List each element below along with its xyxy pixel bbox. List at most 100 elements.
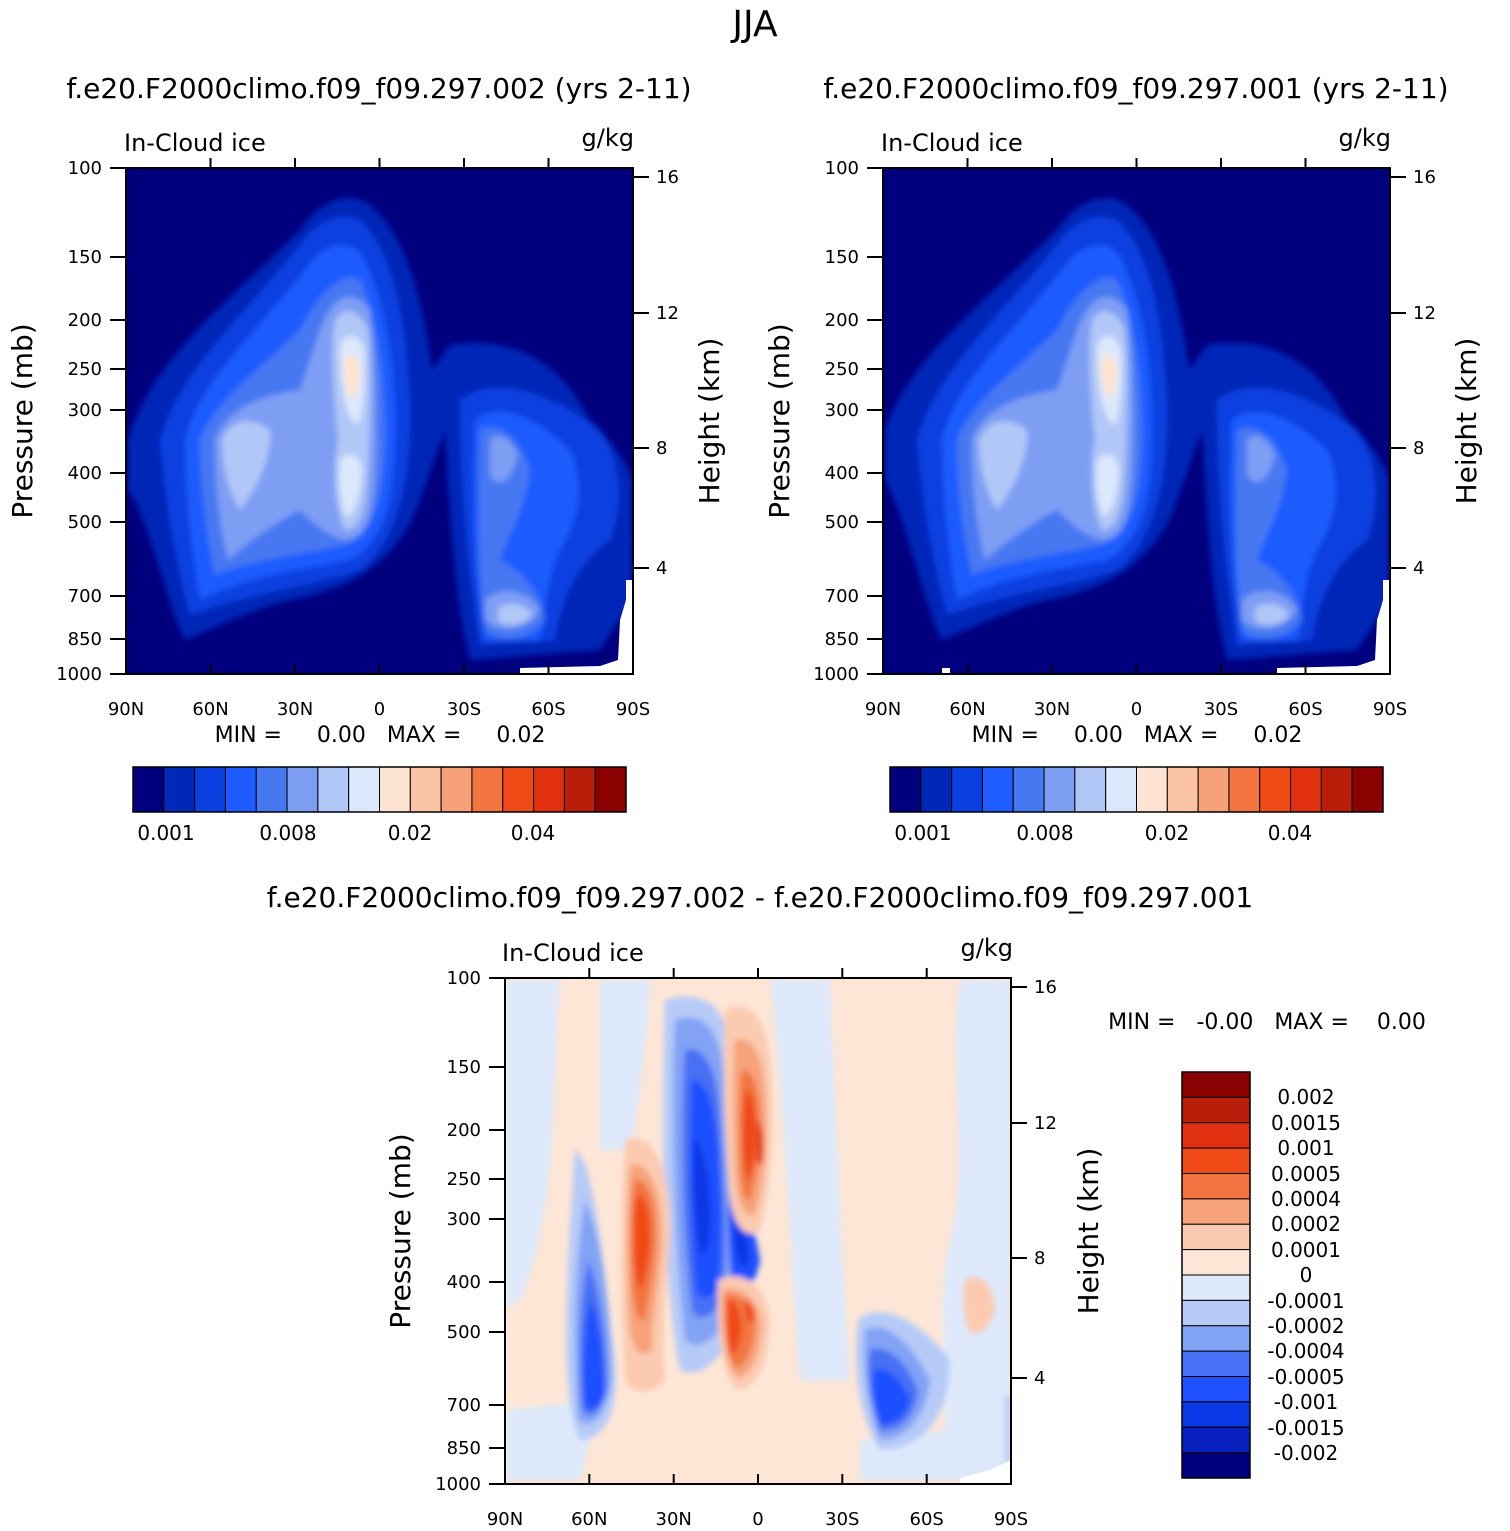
y-ticks: [489, 977, 505, 1485]
x-ticks: [125, 158, 634, 674]
y-tick-label: 250: [447, 1169, 481, 1190]
y-tick-label: 500: [68, 512, 102, 533]
contour-0.01: [343, 354, 360, 398]
y-ticks: [110, 167, 126, 675]
x-tick-labels: 90N 60N 30N 0 30S 60S 90S: [487, 1509, 1028, 1530]
contour-field: [883, 168, 1390, 674]
y-tick-label: 150: [447, 1057, 481, 1078]
contour-pos-1: [621, 1006, 995, 1392]
x-tick-label: 60N: [949, 699, 985, 720]
colorbar-label: 0.0015: [1271, 1111, 1341, 1135]
colorbar-swatch: [1351, 766, 1384, 813]
y-tick-label: 100: [68, 158, 102, 179]
panel-title: f.e20.F2000climo.f09_f09.297.002 - f.e20…: [267, 881, 1253, 914]
y-ticks: [867, 167, 883, 675]
y-tick-label: 250: [68, 359, 102, 380]
colorbar-label: 0.008: [1016, 821, 1073, 845]
y-tick-label: 1000: [813, 664, 859, 685]
contour-field: [126, 168, 633, 674]
colorbar-swatch: [1181, 1071, 1251, 1098]
colorbar-label: 0.0005: [1271, 1162, 1341, 1186]
y-tick-label: 850: [447, 1438, 481, 1459]
colorbar-label: -0.001: [1274, 1390, 1338, 1414]
min-max-text: MIN = 0.00 MAX = 0.02: [972, 723, 1303, 748]
colorbar-swatch: [1166, 766, 1199, 813]
y-tick-label: 500: [825, 512, 859, 533]
x-tick-label: 30S: [825, 1509, 859, 1530]
x-tick-label: 0: [1131, 699, 1142, 720]
contour-neg-5: [692, 1140, 749, 1267]
missing-data: [520, 580, 633, 674]
y-right-tick-label: 8: [1034, 1248, 1045, 1269]
y-right-tick-label: 12: [1413, 303, 1436, 324]
colorbar-swatch: [286, 766, 319, 813]
y-tick-label: 200: [825, 310, 859, 331]
colorbar-label: 0.002: [1277, 1085, 1334, 1109]
x-tick-label: 60S: [531, 699, 565, 720]
colorbar-swatch: [440, 766, 473, 813]
x-tick-label: 0: [752, 1509, 763, 1530]
y-axis-title: Pressure (mb): [384, 1133, 417, 1328]
x-tick-label: 90S: [1373, 699, 1407, 720]
contour-pos-2: [627, 1039, 767, 1378]
x-tick-label: 0: [374, 699, 385, 720]
y-right-tick-label: 16: [1034, 977, 1057, 998]
panel-model-001: f.e20.F2000climo.f09_f09.297.001 (yrs 2-…: [763, 72, 1483, 845]
x-tick-label: 30S: [447, 699, 481, 720]
y-tick-label: 300: [447, 1209, 481, 1230]
x-ticks: [504, 968, 1012, 1484]
colorbar-swatch: [471, 766, 504, 813]
colorbar-swatch: [1320, 766, 1353, 813]
colorbar-frame: [889, 766, 1384, 813]
x-tick-label: 30N: [656, 1509, 692, 1530]
colorbar-swatch: [1228, 766, 1261, 813]
y-right-tick-label: 8: [1413, 438, 1424, 459]
panel-title: f.e20.F2000climo.f09_f09.297.002 (yrs 2-…: [66, 72, 691, 105]
y-right-ticks: [633, 176, 649, 569]
colorbar-swatch: [1181, 1198, 1251, 1225]
x-tick-label: 60N: [571, 1509, 607, 1530]
x-tick-label: 90N: [487, 1509, 523, 1530]
x-tick-label: 30S: [1204, 699, 1238, 720]
colorbar-swatch: [1181, 1122, 1251, 1149]
colorbar-swatch: [1105, 766, 1137, 813]
contour-0.007: [972, 296, 1297, 629]
colorbar-labels: 0.001 0.008 0.02 0.04: [137, 821, 555, 845]
y-right-tick-label: 8: [656, 438, 667, 459]
min-max-text: MIN = 0.00 MAX = 0.02: [215, 723, 546, 748]
colorbar-swatch: [951, 766, 983, 813]
colorbar-swatch: [409, 766, 442, 813]
colorbar-label: 0.04: [511, 821, 556, 845]
units-label: g/kg: [582, 124, 634, 152]
y-tick-label: 700: [68, 586, 102, 607]
x-tick-label: 30N: [277, 699, 313, 720]
colorbar-swatch: [594, 766, 627, 813]
y-tick-label: 200: [68, 310, 102, 331]
y-right-tick-label: 4: [656, 558, 667, 579]
y-tick-label: 100: [447, 968, 481, 989]
colorbar-label: -0.0004: [1267, 1339, 1344, 1363]
colorbar-swatch: [1181, 1274, 1251, 1301]
colorbar-swatch: [194, 766, 226, 813]
colorbar-label: -0.0015: [1267, 1416, 1344, 1440]
panel-difference: f.e20.F2000climo.f09_f09.297.002 - f.e20…: [267, 881, 1426, 1530]
colorbar-swatch: [1181, 1401, 1251, 1428]
colorbar-label: -0.0005: [1267, 1365, 1344, 1389]
colorbar-swatch: [132, 766, 165, 813]
colorbar-swatch: [1012, 766, 1045, 813]
colorbar-swatch: [1181, 1147, 1251, 1174]
x-tick-label: 90N: [865, 699, 901, 720]
colorbar-swatch: [502, 766, 535, 813]
y-right-tick-labels: 16 12 8 4: [1034, 977, 1057, 1389]
colorbar: [889, 766, 1384, 813]
colorbar: [132, 766, 627, 813]
x-tick-label: 90N: [108, 699, 144, 720]
colorbar-label: -0.002: [1274, 1441, 1338, 1465]
y-tick-label: 150: [68, 247, 102, 268]
y-right-tick-label: 4: [1034, 1368, 1045, 1389]
y-right-tick-label: 12: [656, 303, 679, 324]
y-tick-label: 400: [447, 1272, 481, 1293]
y-tick-labels: 100 150 200 250 300 400 500 700 850 1000: [435, 968, 481, 1495]
contour-0.007: [215, 296, 540, 629]
colorbar-label: 0: [1300, 1263, 1313, 1287]
